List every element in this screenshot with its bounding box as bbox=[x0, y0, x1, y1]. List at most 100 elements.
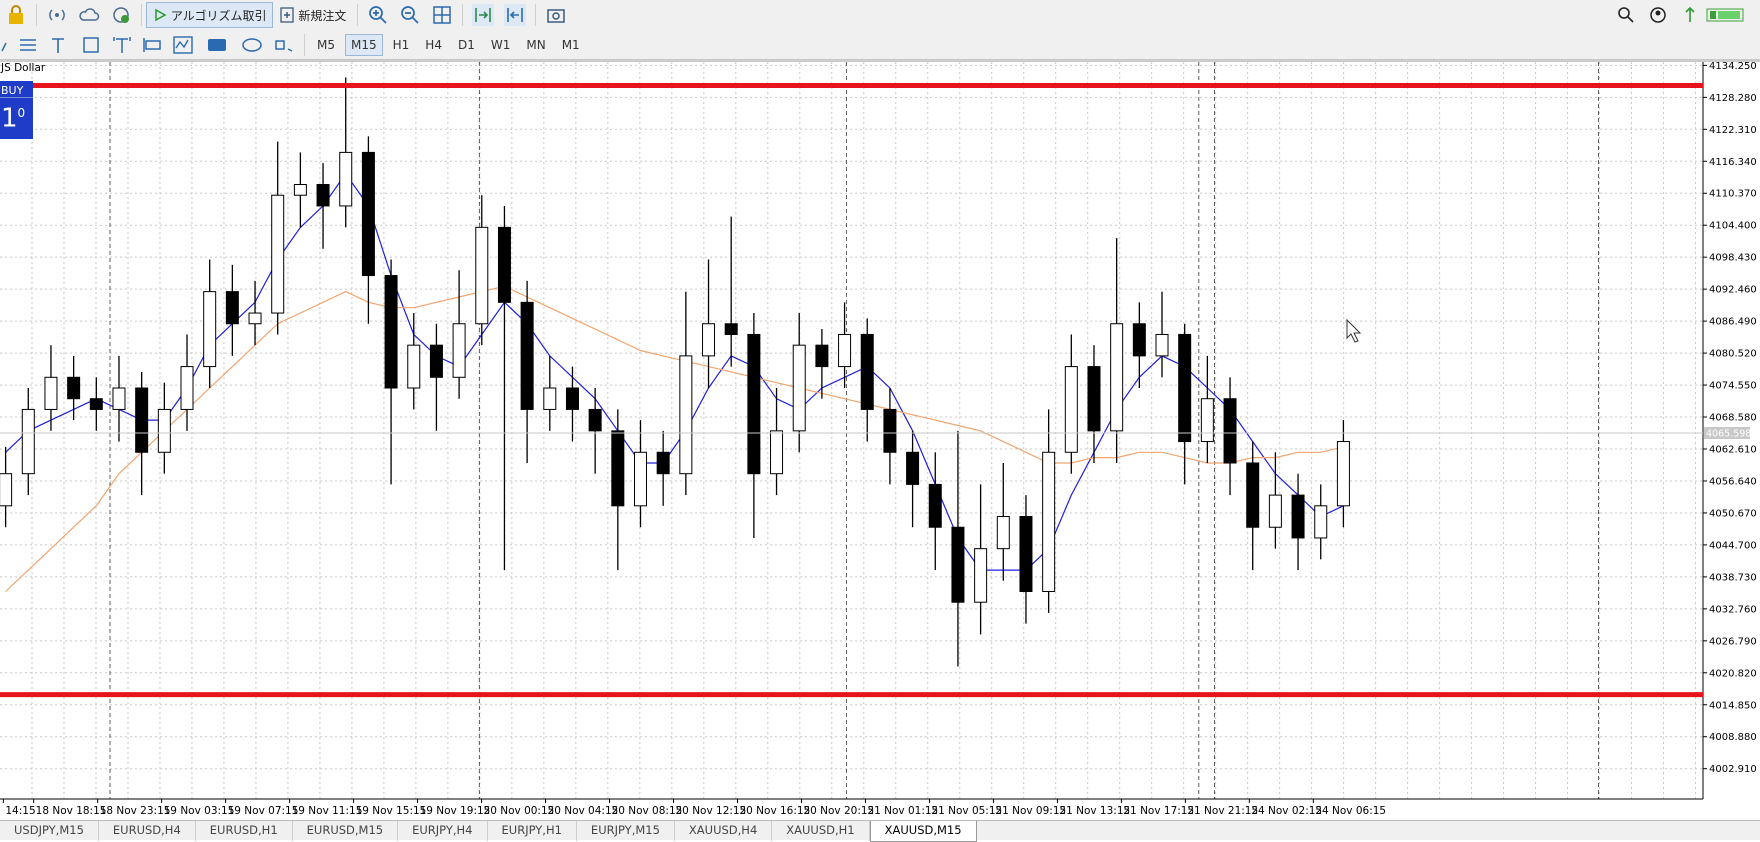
candle-body bbox=[1019, 516, 1033, 592]
candle-body bbox=[21, 408, 35, 475]
x-tick-label: 20 Nov 20:15 bbox=[803, 805, 874, 817]
x-tick-label: 19 Nov 03:15 bbox=[164, 805, 235, 817]
vps-icon[interactable] bbox=[110, 4, 132, 26]
current-price-label: 4065.598 bbox=[1706, 429, 1751, 440]
candle-body bbox=[747, 333, 761, 475]
trade-action[interactable]: BUY bbox=[0, 81, 33, 98]
timeframe-button[interactable]: H1 bbox=[392, 37, 410, 52]
candle-body bbox=[293, 184, 307, 196]
drawing-tools[interactable] bbox=[0, 33, 300, 57]
candle-body bbox=[951, 526, 965, 603]
candle-body bbox=[633, 451, 647, 507]
chart-tabs: USDJPY,M15 EURUSD,H4 EURUSD,H1 EURUSD,M15 EU… bbox=[0, 820, 1760, 842]
candle-body bbox=[339, 151, 353, 207]
trade-volume: 10 bbox=[0, 98, 33, 134]
candle-body bbox=[475, 226, 489, 325]
main-toolbar: アルゴリズム取引 新規注文 bbox=[0, 0, 1760, 31]
candle-body bbox=[0, 473, 13, 507]
y-tick-label: 4116.340 bbox=[1709, 157, 1757, 168]
algo-trading-button[interactable]: アルゴリズム取引 bbox=[146, 2, 274, 28]
y-tick-label: 4098.430 bbox=[1709, 253, 1757, 264]
candle-body bbox=[1200, 398, 1214, 443]
candle-body bbox=[44, 376, 58, 410]
x-tick-label: 21 Nov 05:15 bbox=[931, 805, 1002, 817]
autoscroll-icon[interactable] bbox=[472, 4, 495, 26]
candle-body bbox=[248, 312, 262, 325]
x-tick-label: 20 Nov 04:15 bbox=[548, 805, 619, 817]
candle-body bbox=[1291, 494, 1305, 539]
candle-body bbox=[702, 323, 716, 357]
volume-main: 1 bbox=[1, 103, 18, 134]
candle-body bbox=[792, 344, 806, 432]
connection-icon[interactable] bbox=[1679, 4, 1701, 26]
mouse-cursor bbox=[1346, 318, 1362, 343]
chart-tab[interactable]: EURUSD,H4 bbox=[99, 821, 196, 841]
zoom-in-icon[interactable] bbox=[367, 4, 389, 26]
chart-tab[interactable]: EURUSD,H1 bbox=[196, 821, 293, 841]
candle-body bbox=[1268, 494, 1282, 528]
price-chart: 4134.250 4128.280 4122.310 4116.340 4110.370… bbox=[0, 60, 1760, 817]
candle-body bbox=[520, 301, 534, 410]
chart-tab[interactable]: XAUUSD,H1 bbox=[772, 821, 870, 841]
chart-tab[interactable]: EURUSD,M15 bbox=[293, 821, 399, 841]
new-order-button[interactable]: 新規注文 bbox=[273, 2, 353, 28]
screenshot-icon[interactable] bbox=[545, 4, 567, 26]
chart-tab[interactable]: EURJPY,M15 bbox=[577, 821, 675, 841]
play-icon bbox=[155, 8, 167, 22]
y-tick-label: 4086.490 bbox=[1709, 317, 1757, 328]
candle-body bbox=[543, 387, 557, 410]
candle-body bbox=[271, 194, 285, 314]
x-tick-label: 21 Nov 09:15 bbox=[995, 805, 1066, 817]
timeframe-button[interactable]: H4 bbox=[425, 37, 442, 52]
search-icon[interactable] bbox=[1615, 4, 1637, 26]
candle-body bbox=[883, 408, 897, 453]
timeframe-button[interactable]: M15 bbox=[345, 33, 383, 56]
drawing-toolbar: M5 M15 H1 H4 D1 W1 MN M1 bbox=[0, 30, 1760, 60]
timeframe-button[interactable]: M5 bbox=[317, 37, 335, 52]
candle-body bbox=[974, 548, 988, 603]
timeframe-button[interactable]: M1 bbox=[561, 37, 580, 52]
candle-body bbox=[1064, 366, 1078, 453]
x-tick-label: 21 Nov 17:15 bbox=[1123, 805, 1194, 817]
x-tick-label: 21 Nov 21:15 bbox=[1187, 805, 1258, 817]
chart-tab[interactable]: EURJPY,H1 bbox=[488, 821, 577, 841]
chart-tab[interactable]: EURJPY,H4 bbox=[398, 821, 488, 841]
x-tick-label: 19 Nov 07:15 bbox=[228, 805, 299, 817]
timeframe-button[interactable]: MN bbox=[526, 37, 546, 52]
candle-body bbox=[112, 387, 126, 410]
account-icon[interactable] bbox=[1647, 4, 1669, 26]
y-tick-label: 4122.310 bbox=[1709, 125, 1757, 136]
candle-body bbox=[679, 355, 693, 475]
shift-icon[interactable] bbox=[504, 4, 527, 26]
candle-body bbox=[497, 226, 511, 303]
candle-body bbox=[588, 408, 602, 432]
candle-body bbox=[656, 451, 670, 475]
separator bbox=[357, 4, 359, 26]
chart-tab[interactable]: XAUUSD,M15 bbox=[869, 821, 977, 842]
y-tick-label: 4104.400 bbox=[1709, 221, 1757, 232]
x-tick-label: 20 Nov 16:15 bbox=[739, 805, 810, 817]
cloud-icon[interactable] bbox=[78, 4, 100, 26]
candle-body bbox=[860, 333, 874, 410]
candle-body bbox=[996, 516, 1010, 550]
x-tick-label: 24 Nov 02:15 bbox=[1251, 805, 1322, 817]
separator bbox=[141, 4, 142, 26]
zoom-out-icon[interactable] bbox=[399, 4, 421, 26]
x-tick-label: 19 Nov 11:15 bbox=[292, 805, 363, 817]
lock-icon[interactable] bbox=[5, 4, 27, 26]
chart-tab[interactable]: XAUUSD,H4 bbox=[675, 821, 773, 841]
signal-icon[interactable] bbox=[46, 4, 68, 26]
new-order-label: 新規注文 bbox=[298, 8, 347, 23]
timeframe-button[interactable]: D1 bbox=[457, 37, 475, 52]
y-tick-label: 4002.910 bbox=[1709, 764, 1757, 775]
tile-icon[interactable] bbox=[431, 4, 453, 26]
timeframe-button[interactable]: W1 bbox=[490, 37, 511, 52]
candle-body bbox=[203, 291, 217, 368]
one-click-trading-panel[interactable]: BUY 10 bbox=[0, 81, 33, 139]
x-tick-label: 20 Nov 00:15 bbox=[484, 805, 555, 817]
candle-body bbox=[815, 344, 829, 368]
candle-body bbox=[1223, 398, 1237, 464]
x-tick-label: 19 Nov 15:15 bbox=[356, 805, 427, 817]
chart-tab[interactable]: USDJPY,M15 bbox=[0, 821, 99, 841]
y-tick-label: 4032.760 bbox=[1709, 604, 1757, 615]
